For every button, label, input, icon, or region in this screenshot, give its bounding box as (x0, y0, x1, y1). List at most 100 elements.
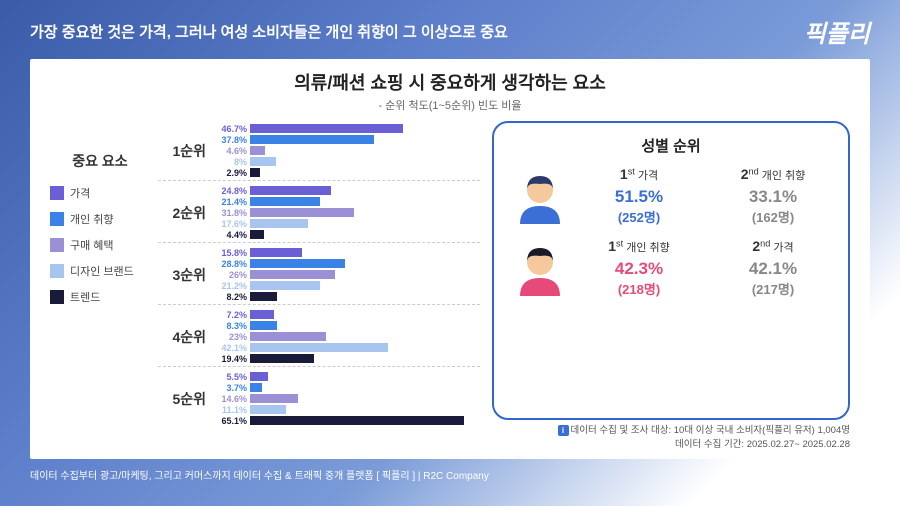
bars: 24.8%21.4%31.8%17.6%4.4% (212, 185, 480, 240)
bar-track (250, 343, 480, 352)
bar-value: 4.4% (212, 230, 250, 240)
bar-row: 8% (212, 156, 480, 167)
header: 가장 중요한 것은 가격, 그러나 여성 소비자들은 개인 취향이 그 이상으로… (0, 0, 900, 59)
bar-track (250, 259, 480, 268)
bar-track (250, 157, 480, 166)
gender-row: 1st 개인 취향 42.3% (218명) 2nd 가격 42.1% (217… (510, 238, 832, 298)
bar-value: 21.2% (212, 281, 250, 291)
bar-value: 24.8% (212, 186, 250, 196)
bar-row: 23% (212, 331, 480, 342)
legend-label: 가격 (70, 185, 90, 201)
bar (250, 292, 277, 301)
bar-track (250, 230, 480, 239)
stat-pct: 33.1% (714, 187, 832, 207)
chart-area: 중요 요소 가격개인 취향구매 혜택디자인 브랜드트렌드 1순위46.7%37.… (50, 121, 480, 451)
legend-title: 중요 요소 (50, 151, 150, 171)
bar-row: 17.6% (212, 218, 480, 229)
bar-value: 14.6% (212, 394, 250, 404)
bar-value: 42.1% (212, 343, 250, 353)
bar-value: 3.7% (212, 383, 250, 393)
bar-value: 7.2% (212, 310, 250, 320)
stat-cnt: (162명) (714, 207, 832, 226)
bar-row: 46.7% (212, 123, 480, 134)
bar (250, 168, 260, 177)
rank-label: 2순위 (158, 203, 206, 223)
rank-label: 4순위 (158, 327, 206, 347)
bar-row: 21.2% (212, 280, 480, 291)
rank-label: 1순위 (158, 141, 206, 161)
bar-value: 8.2% (212, 292, 250, 302)
bar (250, 372, 268, 381)
footer: 데이터 수집부터 광고/마케팅, 그리고 커머스까지 데이터 수집 & 트래픽 … (0, 459, 900, 490)
logo: 픽플리 (804, 14, 870, 49)
bar-track (250, 332, 480, 341)
header-title: 가장 중요한 것은 가격, 그러나 여성 소비자들은 개인 취향이 그 이상으로… (30, 21, 508, 42)
bar (250, 259, 345, 268)
avatar-icon (510, 238, 570, 298)
bar-row: 4.6% (212, 145, 480, 156)
bar-row: 21.4% (212, 196, 480, 207)
bar (250, 405, 286, 414)
bar-row: 19.4% (212, 353, 480, 364)
bar-row: 7.2% (212, 309, 480, 320)
bar-row: 15.8% (212, 247, 480, 258)
bar-row: 28.8% (212, 258, 480, 269)
bar-track (250, 321, 480, 330)
bar (250, 157, 276, 166)
bar-row: 4.4% (212, 229, 480, 240)
note-line2: 데이터 수집 기간: 2025.02.27~ 2025.02.28 (675, 439, 850, 450)
bar (250, 281, 320, 290)
bar-row: 5.5% (212, 371, 480, 382)
bar-row: 3.7% (212, 382, 480, 393)
gender-box: 성별 순위 1st 가격 51.5% (252명) 2nd 개인 취향 33.1… (492, 121, 850, 420)
bar (250, 248, 302, 257)
card-title: 의류/패션 쇼핑 시 중요하게 생각하는 요소 (50, 69, 850, 95)
bar (250, 394, 298, 403)
bar-value: 15.8% (212, 248, 250, 258)
bar-track (250, 208, 480, 217)
bar-track (250, 310, 480, 319)
bars: 7.2%8.3%23%42.1%19.4% (212, 309, 480, 364)
bar-track (250, 281, 480, 290)
bars: 46.7%37.8%4.6%8%2.9% (212, 123, 480, 178)
stat-cnt: (217명) (714, 279, 832, 298)
bar-track (250, 383, 480, 392)
bar-charts: 1순위 46.7%37.8%4.6%8%2.9% 2순위 24.8%21.4%31.8… (158, 121, 480, 451)
bar (250, 135, 374, 144)
legend-label: 개인 취향 (70, 211, 114, 227)
bar-value: 37.8% (212, 135, 250, 145)
bar (250, 208, 354, 217)
bar (250, 343, 388, 352)
footnote: i데이터 수집 및 조사 대상: 10대 이상 국내 소비자(픽플리 유저) 1… (492, 424, 850, 451)
bar (250, 383, 262, 392)
bar-value: 46.7% (212, 124, 250, 134)
bar-value: 8.3% (212, 321, 250, 331)
stat-rank: 2nd 가격 (714, 238, 832, 255)
bar-value: 11.1% (212, 405, 250, 415)
rank-group: 1순위 46.7%37.8%4.6%8%2.9% (158, 121, 480, 181)
bar-value: 2.9% (212, 168, 250, 178)
stat-rank: 1st 가격 (580, 166, 698, 183)
bar-value: 31.8% (212, 208, 250, 218)
bar (250, 332, 326, 341)
bar-row: 37.8% (212, 134, 480, 145)
bar-row: 2.9% (212, 167, 480, 178)
bar-value: 28.8% (212, 259, 250, 269)
bars: 15.8%28.8%26%21.2%8.2% (212, 247, 480, 302)
stat-pct: 42.1% (714, 259, 832, 279)
rank-group: 3순위15.8%28.8%26%21.2%8.2% (158, 245, 480, 305)
legend-swatch (50, 186, 64, 200)
bar (250, 310, 274, 319)
bar-row: 11.1% (212, 404, 480, 415)
bar-track (250, 416, 480, 425)
bar-track (250, 372, 480, 381)
bar-track (250, 405, 480, 414)
stat-pct: 42.3% (580, 259, 698, 279)
bar-row: 8.2% (212, 291, 480, 302)
bar (250, 146, 265, 155)
rank-group: 4순위 7.2%8.3%23%42.1%19.4% (158, 307, 480, 367)
bar-row: 65.1% (212, 415, 480, 426)
legend-label: 디자인 브랜드 (70, 263, 134, 279)
bar-track (250, 354, 480, 363)
rank-group: 2순위 24.8%21.4%31.8%17.6%4.4% (158, 183, 480, 243)
